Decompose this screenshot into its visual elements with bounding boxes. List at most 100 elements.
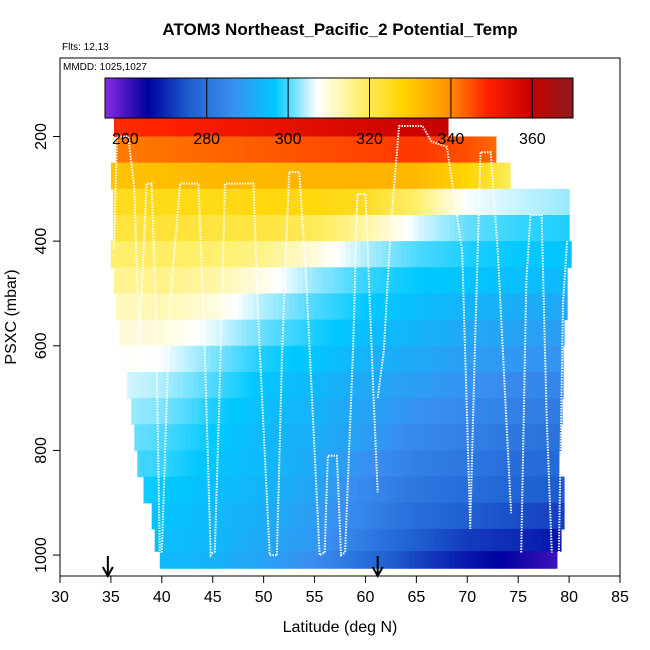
heatmap-cell (551, 267, 558, 295)
heatmap-cell (498, 450, 505, 478)
heatmap-cell (215, 267, 222, 295)
heatmap-cell (217, 241, 224, 268)
heatmap-cell (347, 188, 353, 216)
heatmap-cell (238, 398, 244, 425)
heatmap-cell (218, 371, 225, 399)
heatmap-cell (195, 528, 202, 552)
heatmap-cell (239, 450, 245, 478)
heatmap-cell (256, 528, 263, 552)
heatmap-cell (142, 371, 149, 399)
heatmap-cell (166, 502, 173, 530)
heatmap-cell (368, 345, 375, 373)
heatmap-cell (296, 476, 302, 504)
heatmap-cell (185, 551, 191, 569)
heatmap-cell (353, 424, 359, 452)
heatmap-cell (345, 293, 351, 321)
heatmap-cell (494, 214, 501, 242)
heatmap-cell (497, 241, 504, 268)
heatmap-cell (558, 293, 565, 321)
heatmap-cell (453, 371, 459, 399)
heatmap-cell (391, 371, 398, 399)
heatmap-cell (398, 188, 404, 216)
heatmap-cell (340, 241, 346, 268)
heatmap-cell (444, 110, 449, 138)
heatmap-cell (514, 450, 520, 478)
heatmap-cell (124, 110, 130, 138)
heatmap-cell (153, 188, 160, 216)
heatmap-cell (396, 293, 402, 321)
heatmap-cell (202, 136, 209, 164)
heatmap-cell (138, 188, 145, 216)
heatmap-cell (279, 450, 286, 478)
heatmap-cell (136, 162, 143, 190)
heatmap-cell (548, 293, 555, 321)
heatmap-cell (229, 371, 235, 399)
date-label: MMDD: 1025,1027 (63, 62, 147, 73)
heatmap-cell (459, 188, 465, 216)
heatmap-cell (444, 424, 451, 452)
heatmap-cell (253, 398, 260, 425)
heatmap-cell (546, 424, 553, 452)
heatmap-cell (544, 371, 551, 399)
heatmap-cell (210, 551, 217, 569)
heatmap-cell (189, 476, 195, 504)
heatmap-cell (465, 528, 471, 552)
heatmap-cell (231, 110, 237, 138)
heatmap-cell (148, 476, 155, 504)
heatmap-cell (148, 214, 155, 242)
heatmap-cell (416, 241, 423, 268)
heatmap-cell (332, 267, 339, 295)
heatmap-cell (406, 241, 412, 268)
heatmap-cell (222, 293, 229, 321)
colorbar-tick-label: 360 (519, 131, 546, 148)
heatmap-cell (505, 528, 512, 552)
heatmap-cell (429, 345, 436, 373)
heatmap-cell (319, 241, 326, 268)
heatmap-cell (448, 188, 455, 216)
heatmap-cell (149, 267, 156, 295)
heatmap-cell (503, 371, 510, 399)
heatmap-cell (378, 424, 385, 452)
heatmap-cell (302, 345, 309, 373)
heatmap-cell (502, 502, 509, 530)
heatmap-cell (190, 319, 197, 347)
heatmap-cell (153, 214, 160, 242)
heatmap-cell (388, 424, 395, 452)
heatmap-cell (336, 476, 343, 504)
heatmap-cell (360, 293, 367, 321)
heatmap-cell (549, 371, 556, 399)
heatmap-cell (184, 188, 190, 216)
heatmap-cell (123, 214, 129, 242)
heatmap-cell (157, 450, 164, 478)
heatmap-cell (423, 188, 430, 216)
heatmap-cell (312, 424, 319, 452)
heatmap-cell (343, 424, 349, 452)
heatmap-cell (342, 214, 348, 242)
heatmap-cell (434, 110, 441, 138)
heatmap-cell (473, 450, 480, 478)
heatmap-cell (414, 267, 421, 295)
heatmap-cell (402, 371, 408, 399)
heatmap-cell (438, 214, 445, 242)
heatmap-cell (156, 502, 163, 530)
heatmap-cell (260, 214, 267, 242)
heatmap-cell (554, 450, 560, 478)
heatmap-cell (342, 476, 348, 504)
heatmap-cell (513, 398, 519, 425)
heatmap-cell (190, 424, 197, 452)
heatmap-cell (302, 551, 309, 569)
heatmap-cell (253, 502, 260, 530)
heatmap-cell (555, 188, 562, 216)
heatmap-cell (528, 398, 535, 425)
flight-track (160, 182, 214, 558)
x-tick-label: 50 (255, 589, 273, 606)
heatmap-cell (434, 424, 441, 452)
heatmap-cell (128, 214, 134, 242)
heatmap-cell (177, 293, 183, 321)
heatmap-cell (421, 162, 428, 190)
heatmap-cell (175, 424, 181, 452)
heatmap-cell (251, 551, 258, 569)
heatmap-cell (322, 267, 329, 295)
heatmap-cell (363, 319, 370, 347)
heatmap-cell (464, 188, 470, 216)
